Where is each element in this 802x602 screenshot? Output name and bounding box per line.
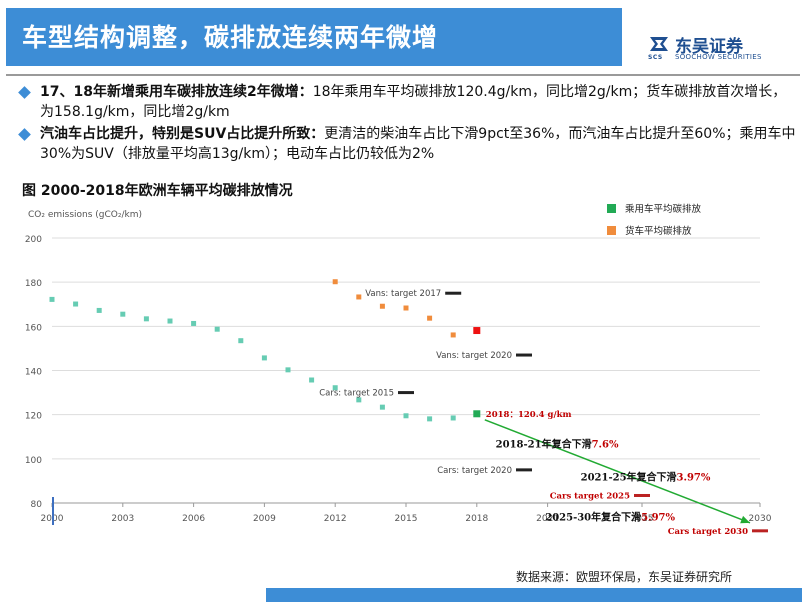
y-tick-label: 80 [31,500,43,510]
highlight-label: 2018：120.4 g/km [486,410,572,420]
y-tick-label: 100 [25,456,42,466]
target-label: Cars: target 2015 [319,389,394,399]
bullet-item: 17、18年新增乘用车碳排放连续2年微增：18年乘用车平均碳排放120.4g/k… [18,82,796,122]
decline-annotation: 2021-25年复合下滑3.97% [581,471,711,484]
target-marker [516,468,532,472]
data-point [120,311,126,317]
data-point [379,404,385,410]
y-tick-label: 180 [25,279,42,289]
decline-annotation-value: 5.97% [641,512,675,523]
legend-label: 乘用车平均碳排放 [625,203,702,215]
source-note: 数据来源：欧盟环保局，东吴证券研究所 [516,570,733,584]
data-point [49,296,55,302]
data-point [96,307,102,313]
x-tick-label: 2025 [631,514,654,524]
data-point [191,320,197,326]
decline-annotation-value: 3.97% [677,473,711,484]
target-marker [634,493,650,497]
target-label: Vans: target 2020 [436,351,512,361]
y-tick-label: 200 [25,235,42,245]
x-tick-label: 2018 [465,514,488,524]
data-point [285,367,291,373]
decline-annotation-text: 2018-21年复合下滑 [496,437,592,450]
x-tick-label: 2030 [749,514,772,524]
x-tick-label: 2015 [395,514,418,524]
legend-swatch [607,204,616,213]
trend-arrow-head [740,515,750,524]
bullet-item: 汽油车占比提升，特别是SUV占比提升所致：更清洁的柴油车占比下滑9pct至36%… [18,124,796,164]
target-label: Cars target 2025 [550,491,630,501]
legend-swatch [607,226,616,235]
trend-arrow-line [484,419,751,524]
y-tick-label: 140 [25,368,42,378]
x-tick-label: 2003 [111,514,134,524]
target-marker [398,391,414,395]
bullet-heading: 17、18年新增乘用车碳排放连续2年微增： [40,84,313,100]
data-point [427,416,433,422]
data-point [379,303,385,309]
data-point [403,413,409,419]
data-point [450,332,456,338]
data-point [427,315,433,321]
decline-annotation: 2025-30年复合下滑5.97% [545,510,675,523]
logo-mark: SCS [648,54,663,61]
logo-emblem-icon [650,37,668,51]
data-point [73,301,79,307]
legend-label: 货车平均碳排放 [625,225,692,237]
data-point [450,415,456,421]
data-point [143,316,149,322]
company-logo: SCS 东吴证券 SOOCHOW SECURITIES [646,34,796,66]
data-point [261,355,267,361]
target-marker [516,353,532,357]
data-point [332,385,338,391]
highlight-point [473,327,481,335]
decline-annotation-text: 2021-25年复合下滑 [581,471,677,484]
target-marker [445,291,462,295]
data-point [356,397,362,403]
highlight-point [473,410,481,418]
data-point [356,294,362,300]
y-axis-label: CO₂ emissions (gCO₂/km) [28,210,142,220]
bullet-text: 更清洁的柴油车占比下滑9pct至36%，而汽油车占比提升至60%；乘用车中30%… [40,126,796,162]
bullet-list: 17、18年新增乘用车碳排放连续2年微增：18年乘用车平均碳排放120.4g/k… [18,82,796,166]
data-point [403,305,409,311]
x-tick-label: 2006 [182,514,205,524]
target-label: Vans: target 2017 [365,289,441,299]
data-point [214,326,220,332]
data-point [309,377,315,383]
x-tick-label: 2021 [536,514,559,524]
x-tick-label: 2012 [324,514,347,524]
decline-annotation-text: 2025-30年复合下滑 [545,510,641,523]
x-tick-label: 2009 [253,514,276,524]
footer-bar [266,588,802,602]
y-tick-label: 120 [25,412,42,422]
data-point [167,318,173,324]
bullet-heading: 汽油车占比提升，特别是SUV占比提升所致： [40,126,325,142]
y-tick-label: 160 [25,323,42,333]
title-bar: 车型结构调整，碳排放连续两年微增 [6,8,622,66]
target-label: Cars: target 2020 [437,466,512,476]
logo-english-name: SOOCHOW SECURITIES [675,53,762,61]
target-label: Cars target 2030 [668,527,748,537]
chart-title: 图 2000-2018年欧洲车辆平均碳排放情况 [22,183,293,199]
header-divider [6,74,800,76]
bullet-text: 18年乘用车平均碳排放120.4g/km，同比增2g/km；货车碳排放首次增长，… [40,84,787,120]
page-title: 车型结构调整，碳排放连续两年微增 [22,23,439,52]
decline-annotation: 2018-21年复合下滑7.6% [496,437,619,450]
data-point [238,338,244,344]
target-marker [752,529,768,533]
decline-annotation-value: 7.6% [592,439,619,450]
data-point [332,279,338,285]
logo-chinese-name: 东吴证券 [675,37,743,57]
